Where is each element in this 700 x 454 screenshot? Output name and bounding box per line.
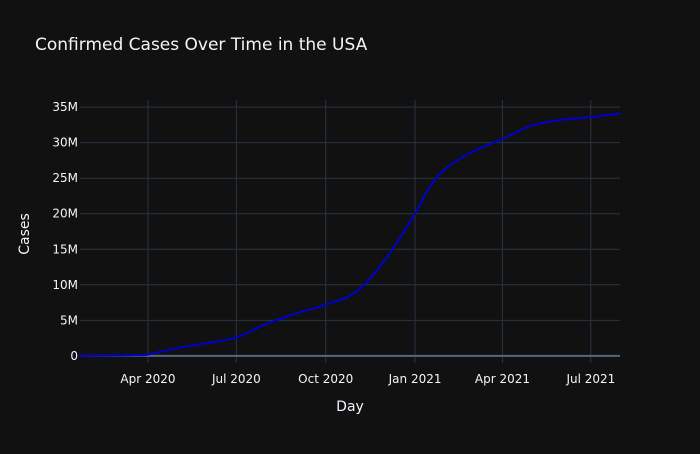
x-tick-label: Apr 2020 — [120, 372, 175, 386]
series-layer — [79, 112, 621, 357]
y-tick-label: 30M — [52, 136, 78, 150]
y-tick-label: 0 — [70, 349, 78, 363]
y-axis-ticks: 0 5M 10M 15M 20M 25M 30M 35M — [52, 100, 78, 363]
x-tick-label: Jul 2021 — [565, 372, 615, 386]
y-tick-label: 20M — [52, 207, 78, 221]
chart-title: Confirmed Cases Over Time in the USA — [35, 35, 368, 55]
y-tick-label: 35M — [52, 100, 78, 114]
x-tick-label: Oct 2020 — [298, 372, 353, 386]
x-axis-title: Day — [336, 399, 364, 415]
x-axis-ticks: Apr 2020 Jul 2020 Oct 2020 Jan 2021 Apr 2021… — [120, 372, 615, 386]
y-tick-label: 10M — [52, 278, 78, 292]
x-tick-label: Jul 2020 — [211, 372, 261, 386]
x-tick-label: Apr 2021 — [475, 372, 530, 386]
y-tick-label: 15M — [52, 242, 78, 256]
series-line — [79, 112, 621, 357]
grid — [80, 100, 620, 363]
x-tick-label: Jan 2021 — [388, 372, 442, 386]
y-tick-label: 25M — [52, 171, 78, 185]
y-axis-title: Cases — [17, 213, 33, 255]
y-tick-label: 5M — [60, 313, 78, 327]
